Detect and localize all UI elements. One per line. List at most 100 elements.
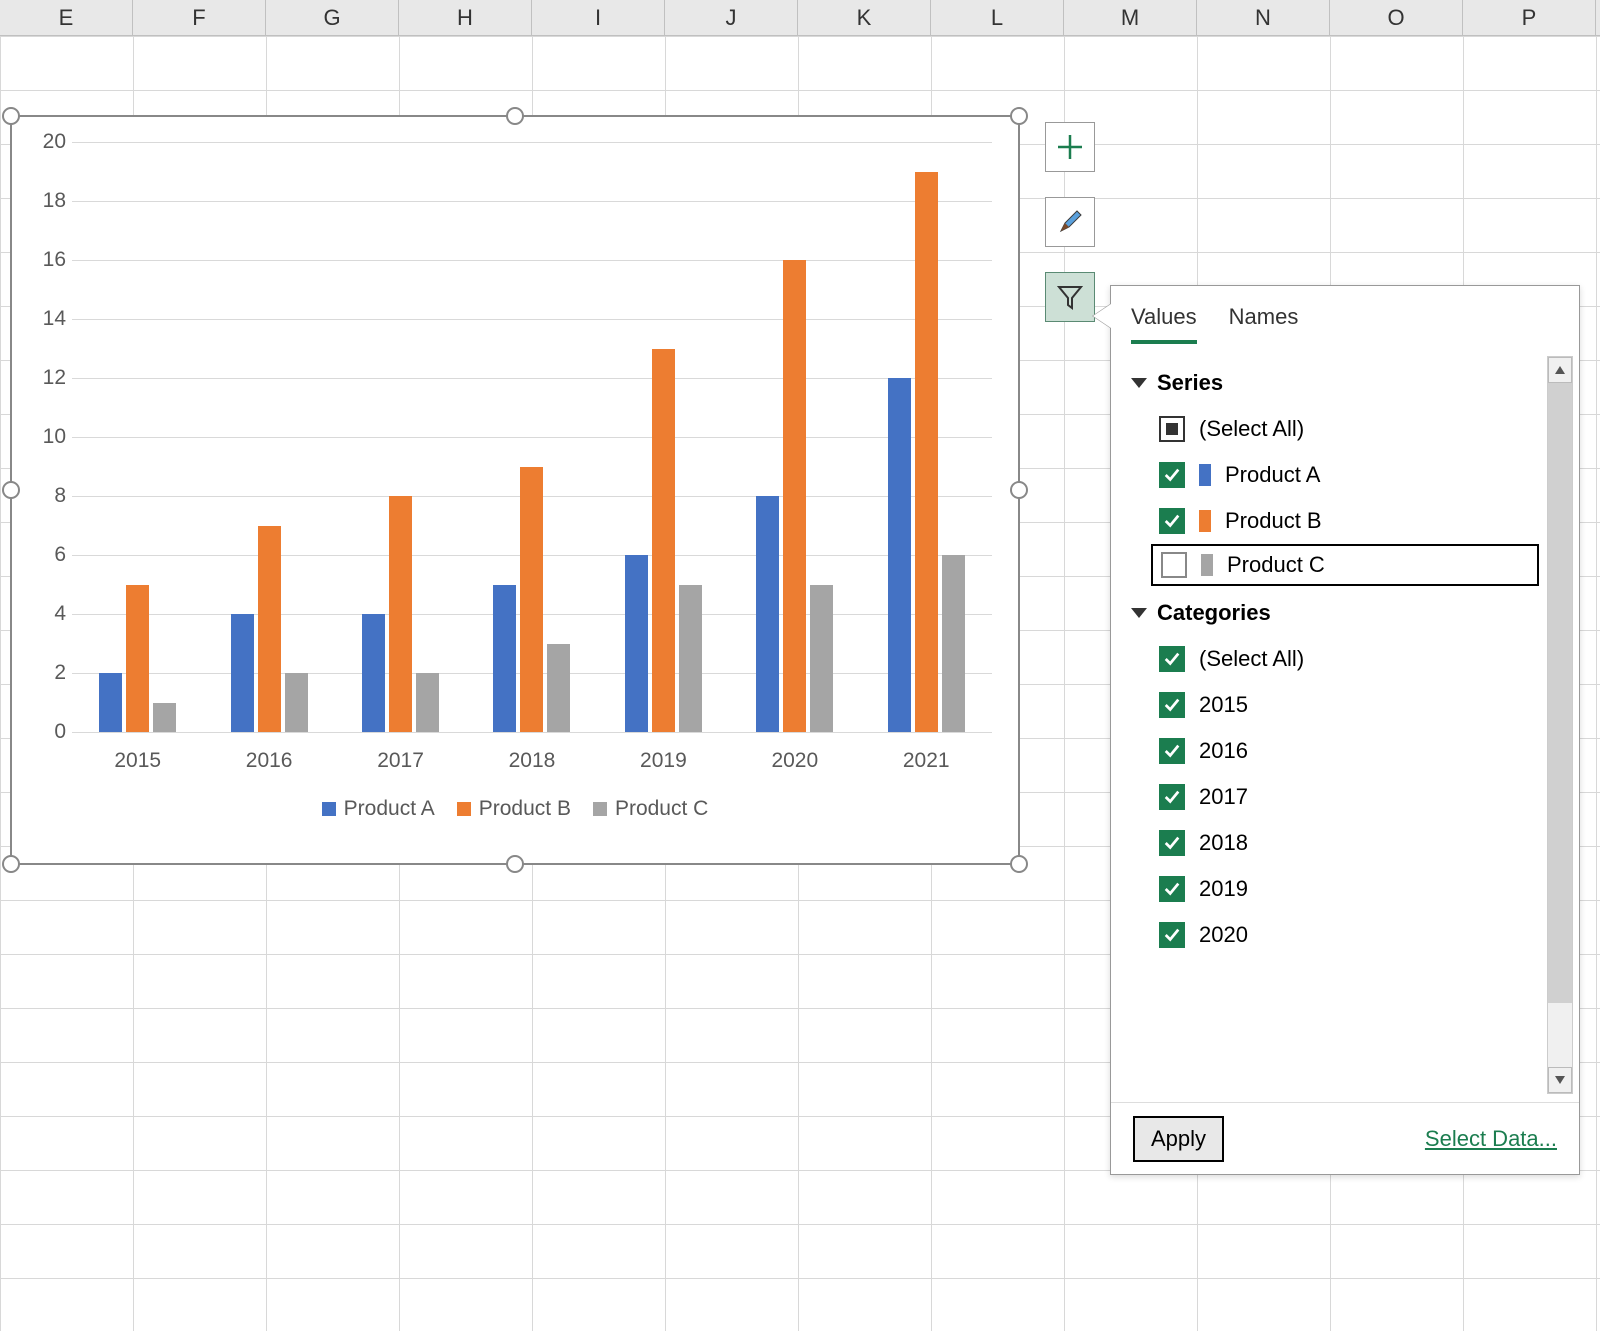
chart-styles-button[interactable] — [1045, 197, 1095, 247]
category-item-label: 2016 — [1199, 738, 1248, 764]
x-tick-label: 2017 — [335, 749, 466, 773]
column-header[interactable]: F — [133, 0, 266, 35]
checkbox[interactable] — [1159, 462, 1185, 488]
checkbox[interactable] — [1159, 646, 1185, 672]
series-filter-item[interactable]: Product A — [1131, 452, 1539, 498]
bar[interactable] — [915, 172, 938, 733]
funnel-icon — [1055, 282, 1085, 312]
bar[interactable] — [520, 467, 543, 733]
bar[interactable] — [679, 585, 702, 733]
bar[interactable] — [625, 555, 648, 732]
categories-select-all[interactable]: (Select All) — [1131, 636, 1539, 682]
scrollbar-thumb[interactable] — [1548, 383, 1572, 1003]
bar[interactable] — [362, 614, 385, 732]
tab-values[interactable]: Values — [1131, 304, 1197, 344]
bar[interactable] — [258, 526, 281, 733]
column-header[interactable]: E — [0, 0, 133, 35]
bar[interactable] — [389, 496, 412, 732]
categories-section-header[interactable]: Categories — [1131, 586, 1539, 636]
bar[interactable] — [547, 644, 570, 733]
checkbox[interactable] — [1159, 876, 1185, 902]
category-filter-item[interactable]: 2018 — [1131, 820, 1539, 866]
filter-tabs: Values Names — [1111, 286, 1579, 344]
column-header[interactable]: K — [798, 0, 931, 35]
x-axis-labels: 2015201620172018201920202021 — [72, 749, 992, 773]
column-header[interactable]: N — [1197, 0, 1330, 35]
series-filter-item[interactable]: Product C — [1151, 544, 1539, 586]
category-filter-item[interactable]: 2020 — [1131, 912, 1539, 958]
chevron-down-icon — [1131, 378, 1147, 388]
column-header[interactable]: H — [399, 0, 532, 35]
checkbox[interactable] — [1159, 738, 1185, 764]
bar-group — [335, 142, 466, 732]
filter-footer: Apply Select Data... — [1111, 1102, 1579, 1174]
legend-label: Product A — [344, 797, 435, 821]
legend-item[interactable]: Product A — [322, 797, 435, 821]
resize-handle[interactable] — [1010, 855, 1028, 873]
scroll-up-button[interactable] — [1548, 357, 1572, 383]
bar[interactable] — [231, 614, 254, 732]
x-tick-label: 2019 — [598, 749, 729, 773]
column-header[interactable]: P — [1463, 0, 1596, 35]
tab-names[interactable]: Names — [1229, 304, 1299, 344]
series-filter-item[interactable]: Product B — [1131, 498, 1539, 544]
column-header[interactable]: I — [532, 0, 665, 35]
apply-button[interactable]: Apply — [1133, 1116, 1224, 1162]
y-tick-label: 2 — [26, 661, 66, 685]
legend-item[interactable]: Product B — [457, 797, 571, 821]
bar[interactable] — [942, 555, 965, 732]
bar[interactable] — [99, 673, 122, 732]
bar[interactable] — [493, 585, 516, 733]
series-section-header[interactable]: Series — [1131, 356, 1539, 406]
bar[interactable] — [888, 378, 911, 732]
resize-handle[interactable] — [1010, 481, 1028, 499]
legend-item[interactable]: Product C — [593, 797, 708, 821]
resize-handle[interactable] — [2, 107, 20, 125]
bar[interactable] — [756, 496, 779, 732]
checkbox[interactable] — [1159, 692, 1185, 718]
scrollbar[interactable] — [1547, 356, 1573, 1094]
checkbox[interactable] — [1159, 416, 1185, 442]
scroll-down-button[interactable] — [1548, 1067, 1572, 1093]
bar[interactable] — [416, 673, 439, 732]
bar[interactable] — [153, 703, 176, 733]
resize-handle[interactable] — [2, 481, 20, 499]
category-filter-item[interactable]: 2015 — [1131, 682, 1539, 728]
bar[interactable] — [285, 673, 308, 732]
checkbox[interactable] — [1159, 922, 1185, 948]
checkbox[interactable] — [1159, 830, 1185, 856]
y-tick-label: 18 — [26, 189, 66, 213]
category-filter-item[interactable]: 2017 — [1131, 774, 1539, 820]
column-header[interactable]: M — [1064, 0, 1197, 35]
legend: Product A Product B Product C — [12, 797, 1018, 821]
bar[interactable] — [810, 585, 833, 733]
category-filter-item[interactable]: 2016 — [1131, 728, 1539, 774]
categories-header-label: Categories — [1157, 600, 1271, 626]
chart-filters-button[interactable] — [1045, 272, 1095, 322]
column-header[interactable]: G — [266, 0, 399, 35]
chart-object[interactable]: 02468101214161820 2015201620172018201920… — [10, 115, 1020, 865]
checkbox[interactable] — [1159, 508, 1185, 534]
bar[interactable] — [783, 260, 806, 732]
category-filter-item[interactable]: 2019 — [1131, 866, 1539, 912]
resize-handle[interactable] — [2, 855, 20, 873]
chart-elements-button[interactable] — [1045, 122, 1095, 172]
column-header[interactable]: L — [931, 0, 1064, 35]
resize-handle[interactable] — [1010, 107, 1028, 125]
bar[interactable] — [126, 585, 149, 733]
select-data-link[interactable]: Select Data... — [1425, 1126, 1557, 1152]
checkbox[interactable] — [1161, 552, 1187, 578]
column-header[interactable]: O — [1330, 0, 1463, 35]
y-tick-label: 16 — [26, 248, 66, 272]
column-header[interactable]: J — [665, 0, 798, 35]
y-tick-label: 14 — [26, 307, 66, 331]
y-tick-label: 12 — [26, 366, 66, 390]
checkbox[interactable] — [1159, 784, 1185, 810]
resize-handle[interactable] — [506, 855, 524, 873]
x-tick-label: 2021 — [861, 749, 992, 773]
series-select-all[interactable]: (Select All) — [1131, 406, 1539, 452]
bar[interactable] — [652, 349, 675, 733]
resize-handle[interactable] — [506, 107, 524, 125]
y-tick-label: 6 — [26, 543, 66, 567]
category-item-label: 2018 — [1199, 830, 1248, 856]
